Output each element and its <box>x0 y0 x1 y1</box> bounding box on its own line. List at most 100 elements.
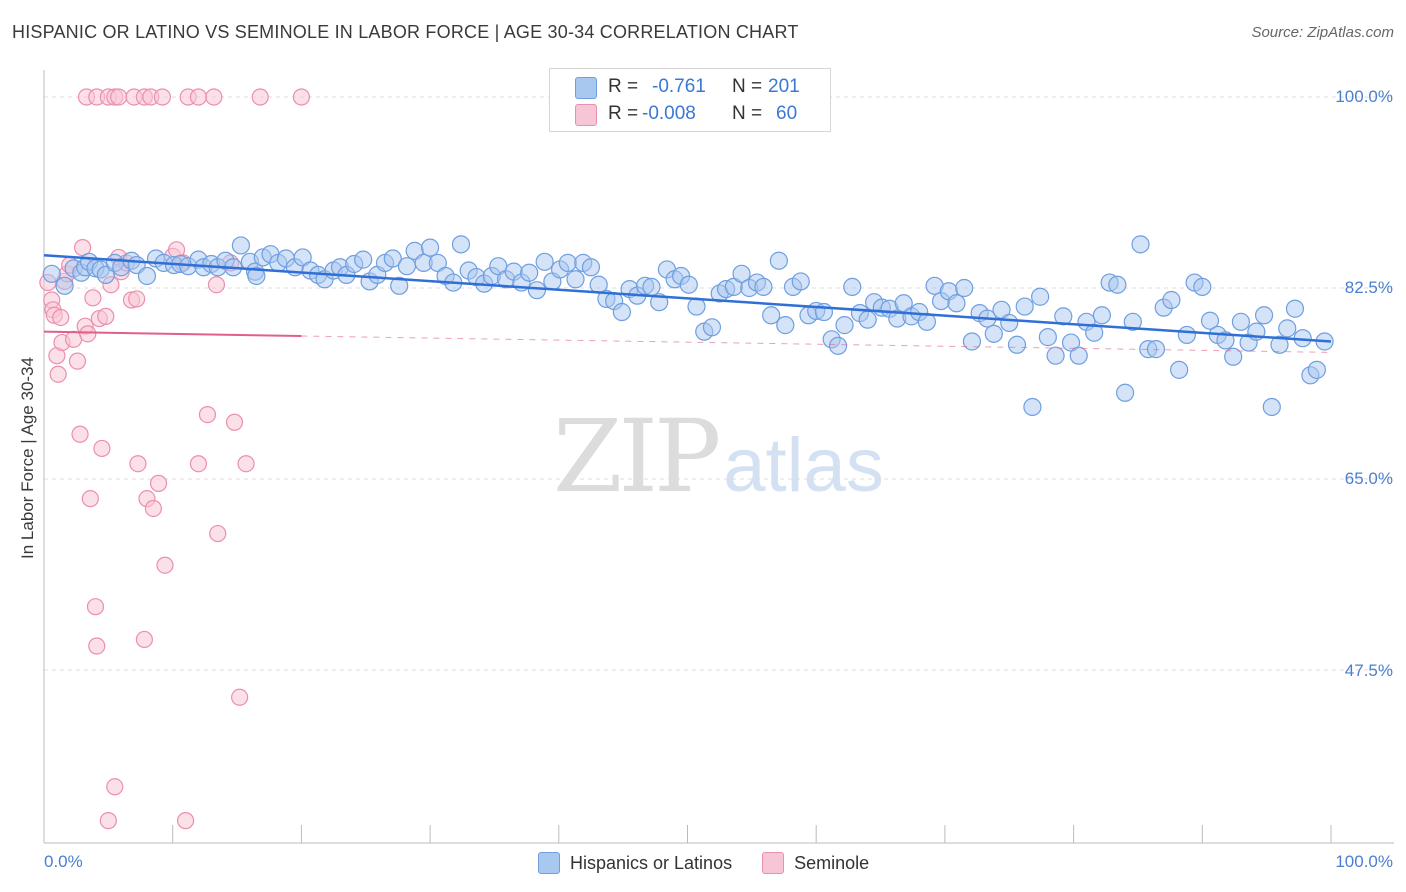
data-point-hispanic <box>642 277 661 297</box>
data-point-hispanic <box>1200 311 1220 330</box>
data-point-hispanic <box>581 258 601 277</box>
data-point-hispanic <box>1170 360 1189 379</box>
legend-r-value: -0.761 <box>652 76 706 97</box>
data-point-hispanic <box>527 281 547 300</box>
data-point-hispanic <box>1069 346 1088 365</box>
data-point-seminole <box>209 524 227 543</box>
data-point-seminole <box>97 307 115 325</box>
watermark-atlas: atlas <box>723 423 884 508</box>
data-point-hispanic <box>1254 306 1274 325</box>
data-point-hispanic <box>354 250 373 269</box>
y-tick-label: 47.5% <box>1344 661 1393 680</box>
data-point-hispanic <box>1131 235 1150 254</box>
data-point-hispanic <box>1031 287 1050 306</box>
data-point-hispanic <box>137 266 157 286</box>
data-point-hispanic <box>1023 397 1042 417</box>
data-point-hispanic <box>1307 360 1326 379</box>
data-point-hispanic <box>754 277 773 297</box>
data-point-hispanic <box>1193 277 1212 297</box>
data-point-hispanic <box>1046 346 1065 365</box>
data-point-seminole <box>71 425 89 443</box>
data-point-hispanic <box>1162 290 1181 310</box>
trend-line-seminole-extension <box>301 335 1332 353</box>
watermark: ZIPatlas <box>553 398 884 515</box>
data-point-hispanic <box>1285 299 1305 318</box>
source-label: Source: ZipAtlas.com <box>1251 24 1394 41</box>
data-point-hispanic <box>42 264 61 283</box>
data-point-hispanic <box>962 332 982 351</box>
data-point-hispanic <box>231 236 251 255</box>
data-point-hispanic <box>984 324 1003 343</box>
data-point-hispanic <box>1224 347 1243 366</box>
legend-n-label: N = <box>732 76 763 97</box>
legend-row-hispanic: R = -0.761 N = 201 <box>550 74 830 100</box>
legend-swatch-blue <box>575 77 597 99</box>
legend-swatch-pink <box>762 852 785 874</box>
legend-item-seminole: Seminole <box>794 852 870 873</box>
data-point-hispanic <box>1278 319 1297 338</box>
data-point-hispanic <box>1092 306 1112 325</box>
correlation-legend: R = -0.761 N = 201 R = -0.008 N = 60 <box>549 68 831 132</box>
legend-r-label: R = <box>608 103 639 124</box>
chart-title: HISPANIC OR LATINO VS SEMINOLE IN LABOR … <box>12 22 799 42</box>
data-point-hispanic <box>828 336 848 355</box>
data-point-seminole <box>84 289 102 307</box>
data-point-hispanic <box>1038 328 1057 347</box>
data-point-hispanic <box>835 316 854 335</box>
y-tick-label: 100.0% <box>1335 87 1393 106</box>
data-point-seminole <box>237 455 255 473</box>
data-point-seminole <box>49 365 67 383</box>
data-point-seminole <box>156 556 174 574</box>
data-point-hispanic <box>776 316 795 335</box>
data-point-seminole <box>292 88 310 106</box>
legend-swatch-pink <box>575 104 597 126</box>
data-point-hispanic <box>612 302 631 322</box>
data-point-seminole <box>110 88 128 106</box>
data-point-hispanic <box>769 251 788 270</box>
data-point-hispanic <box>858 310 877 329</box>
data-point-hispanic <box>955 278 974 298</box>
data-point-seminole <box>189 88 208 106</box>
data-point-hispanic <box>383 249 402 268</box>
legend-swatch-blue <box>538 852 560 874</box>
data-point-hispanic <box>1177 325 1196 345</box>
y-tick-label: 65.0% <box>1344 469 1393 488</box>
data-point-seminole <box>225 413 244 431</box>
data-point-seminole <box>129 455 147 473</box>
data-point-seminole <box>81 490 99 508</box>
x-tick-label: 0.0% <box>44 852 83 871</box>
data-point-seminole <box>189 455 208 473</box>
data-point-hispanic <box>1015 297 1034 316</box>
data-point-seminole <box>153 88 172 106</box>
data-point-hispanic <box>558 253 577 272</box>
series-legend: Hispanics or Latinos Seminole <box>538 852 869 874</box>
legend-r-label: R = <box>608 76 639 97</box>
trend-line-hispanic <box>43 254 1332 343</box>
data-point-hispanic <box>1108 275 1127 294</box>
y-axis-label: In Labor Force | Age 30-34 <box>18 357 37 559</box>
data-point-hispanic <box>762 306 781 325</box>
data-point-seminole <box>176 812 195 830</box>
data-point-seminole <box>93 439 111 458</box>
data-point-hispanic <box>679 275 698 294</box>
legend-row-seminole: R = -0.008 N = 60 <box>550 101 830 127</box>
data-point-seminole <box>99 812 117 830</box>
legend-n-label: N = <box>732 103 763 124</box>
data-point-hispanic <box>732 264 751 283</box>
data-point-seminole <box>135 630 153 649</box>
data-point-hispanic <box>1231 312 1251 331</box>
data-point-hispanic <box>1262 397 1281 417</box>
data-point-seminole <box>198 406 217 424</box>
x-tick-label: 100.0% <box>1335 852 1393 871</box>
data-point-hispanic <box>1115 383 1135 402</box>
data-point-seminole <box>88 637 106 655</box>
legend-n-value: 201 <box>768 76 800 97</box>
data-point-hispanic <box>947 294 966 313</box>
data-point-hispanic <box>843 277 862 297</box>
data-point-hispanic <box>791 272 810 291</box>
data-point-seminole <box>149 474 168 492</box>
data-point-seminole <box>144 499 162 518</box>
data-point-hispanic <box>397 257 417 276</box>
data-point-hispanic <box>1000 313 1019 333</box>
